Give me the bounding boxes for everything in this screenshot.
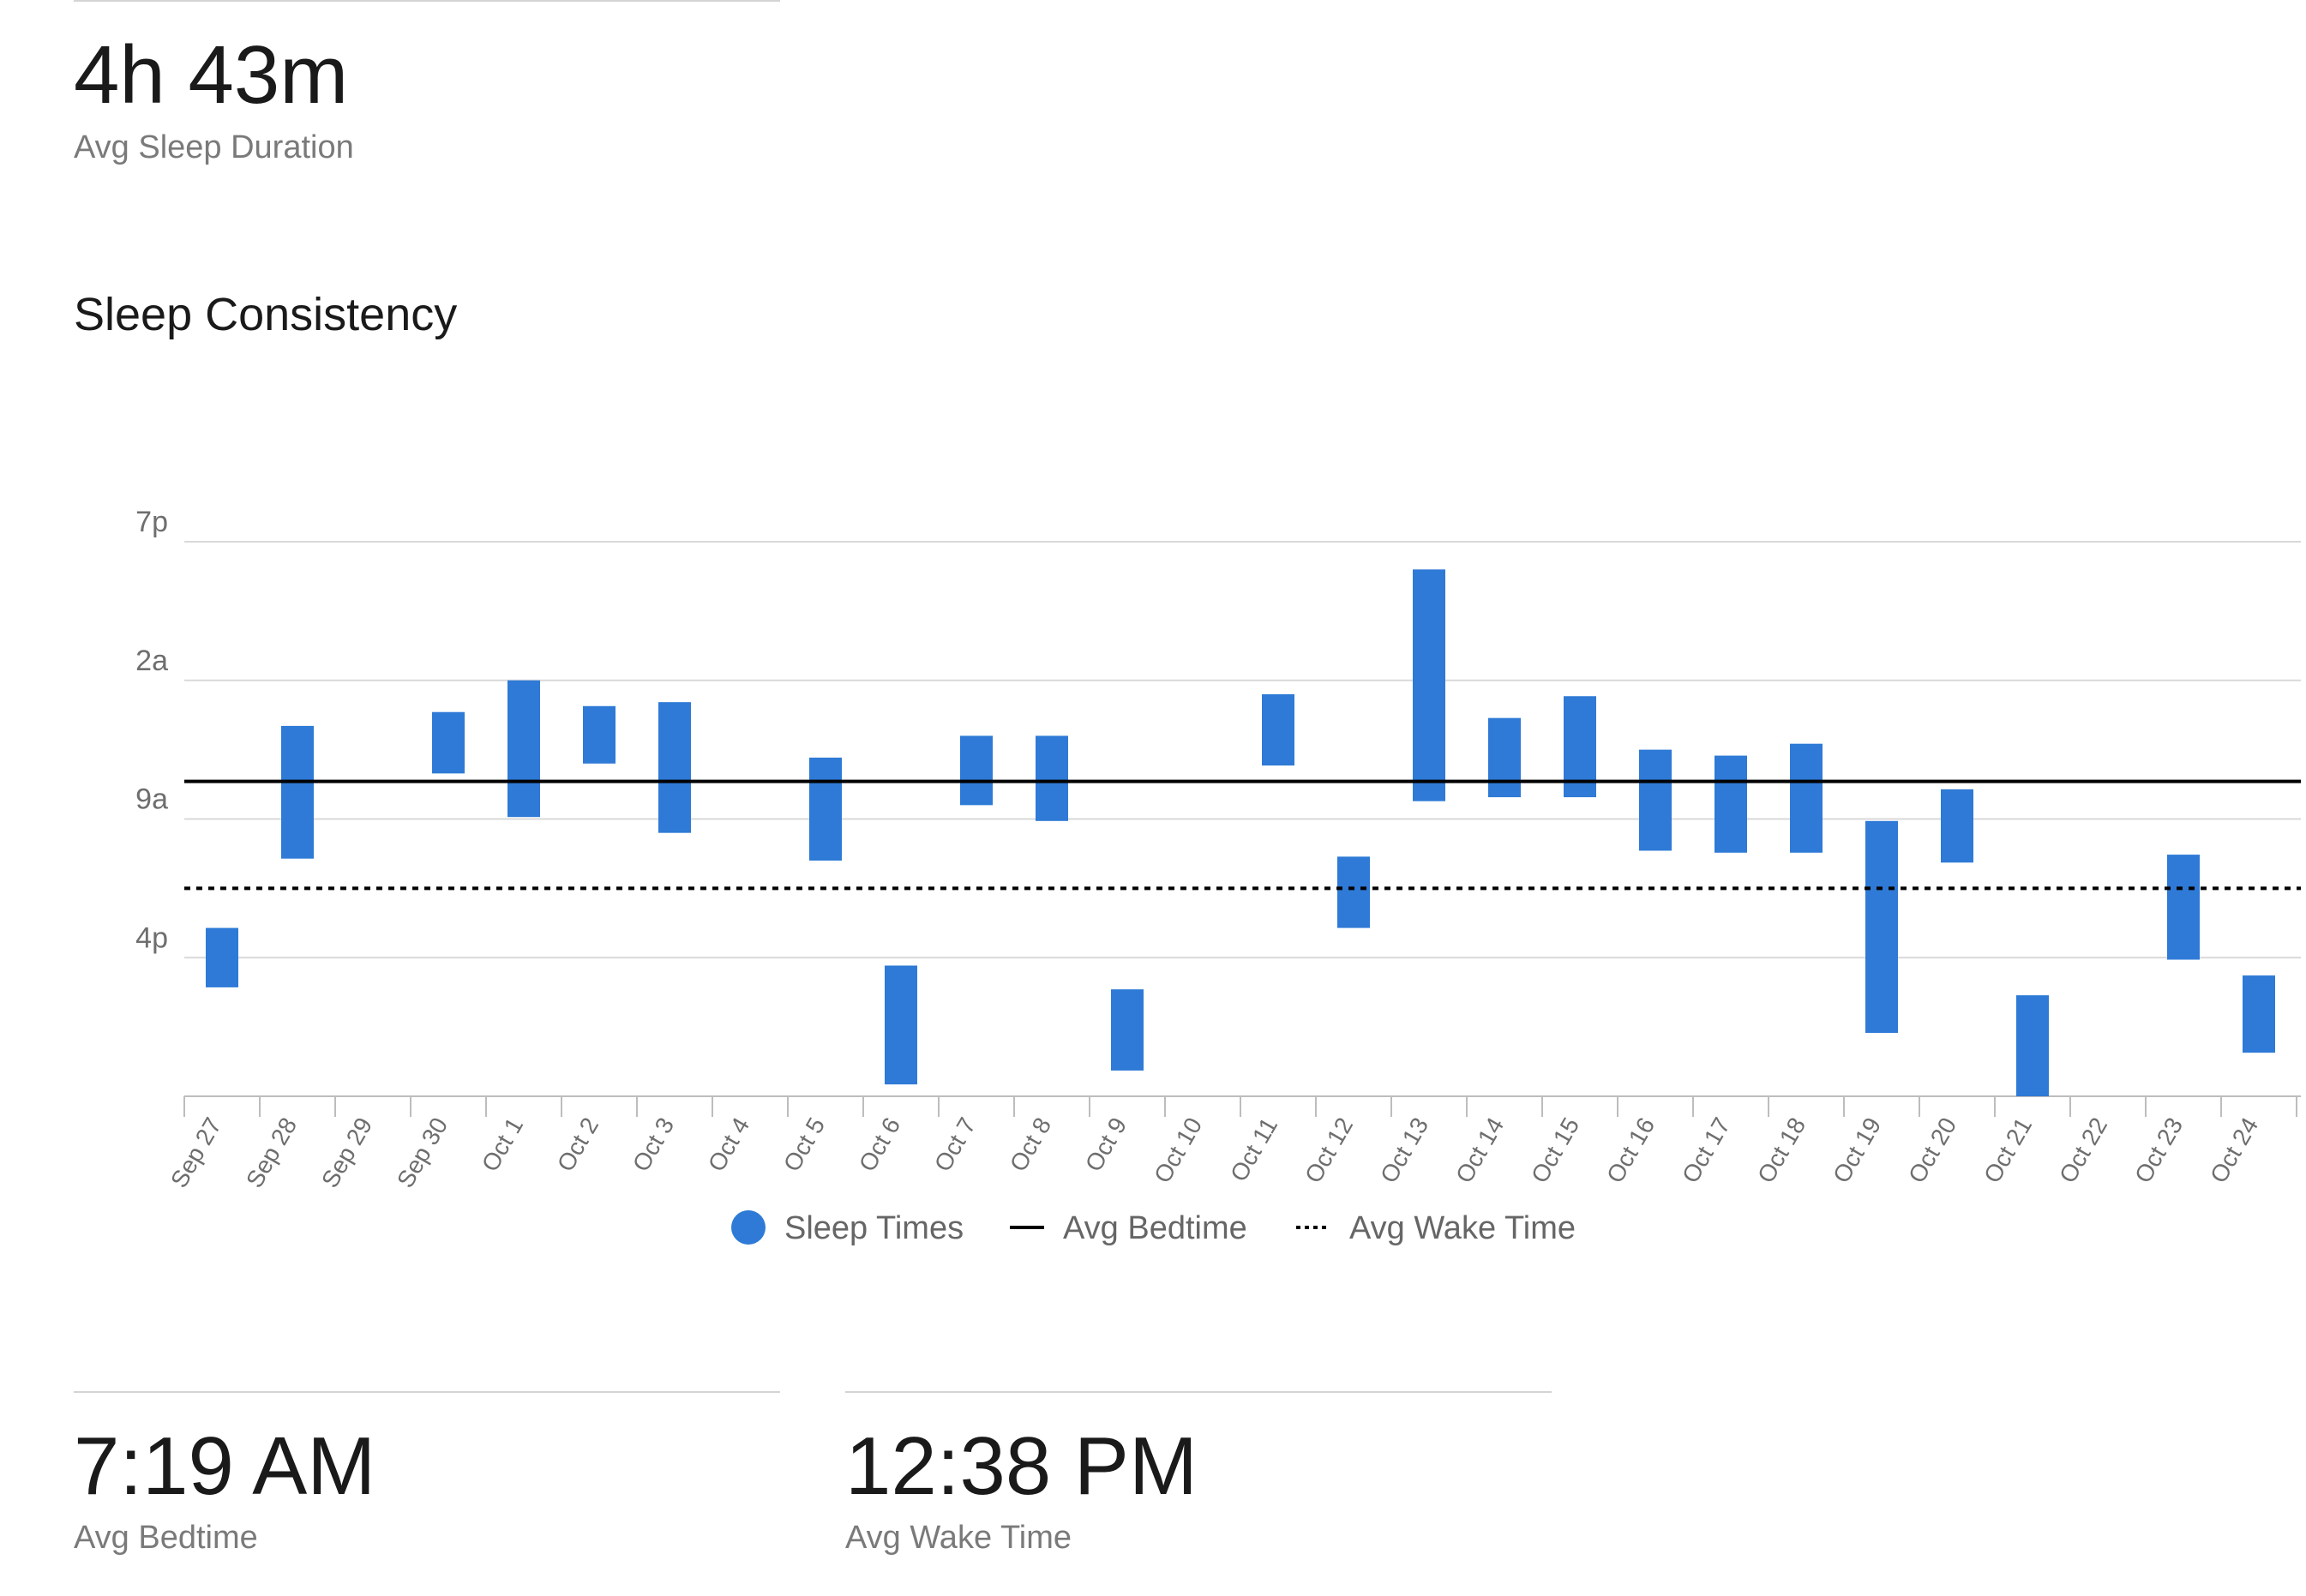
sleep-bar <box>583 705 616 764</box>
x-tick-label: Oct 6 <box>854 1113 905 1176</box>
sleep-bar <box>1413 569 1445 801</box>
x-tick-label: Oct 8 <box>1005 1113 1056 1176</box>
sleep-bar <box>1639 749 1672 851</box>
avg-bedtime-label: Avg Bedtime <box>74 1520 258 1556</box>
legend-sleep-times-label: Sleep Times <box>784 1210 964 1246</box>
card-divider <box>74 1391 780 1393</box>
chart-title: Sleep Consistency <box>74 289 458 340</box>
x-tick-label: Oct 10 <box>1149 1113 1207 1188</box>
sleep-bar <box>281 725 314 859</box>
legend-avg-wake-time-label: Avg Wake Time <box>1349 1210 1576 1246</box>
sleep-bar <box>2016 995 2049 1096</box>
x-tick-label: Oct 1 <box>477 1113 528 1176</box>
sleep-bar <box>960 735 993 806</box>
x-tick-label: Oct 23 <box>2129 1113 2188 1188</box>
sleep-bar <box>432 711 465 774</box>
avg-wake-time-value: 12:38 PM <box>845 1420 1198 1512</box>
x-tick-label: Oct 2 <box>552 1113 604 1176</box>
x-tick-label: Oct 4 <box>703 1113 754 1176</box>
sleep-bar <box>206 927 238 987</box>
x-tick-label: Oct 12 <box>1300 1113 1358 1188</box>
sleep-bar <box>1337 856 1370 928</box>
x-tick-label: Sep 28 <box>241 1113 302 1192</box>
sleep-bar <box>2243 975 2275 1053</box>
avg-sleep-duration-value: 4h 43m <box>74 29 349 121</box>
x-tick-label: Oct 19 <box>1828 1113 1886 1188</box>
x-tick-label: Oct 21 <box>1979 1113 2037 1188</box>
sleep-bar <box>507 680 540 818</box>
avg-bedtime-value: 7:19 AM <box>74 1420 376 1512</box>
x-tick-label: Oct 15 <box>1526 1113 1584 1188</box>
x-tick-label: Sep 30 <box>392 1113 453 1192</box>
x-tick-label: Oct 22 <box>2054 1113 2112 1188</box>
x-tick-label: Oct 13 <box>1375 1113 1433 1188</box>
sleep-bar <box>809 757 842 861</box>
sleep-bar <box>1036 735 1068 821</box>
avg-bedtime-card: 7:19 AM Avg Bedtime <box>74 1391 780 1554</box>
sleep-consistency-chart: 7p 2a 9a 4p Sep 27 Sep 28 Sep 29 Sep 30 Oct 1 Oct… <box>135 506 2301 1246</box>
card-divider <box>74 0 780 2</box>
avg-wake-time-label: Avg Wake Time <box>845 1520 1072 1556</box>
sleep-bar <box>1790 743 1823 853</box>
legend-avg-bedtime-label: Avg Bedtime <box>1063 1210 1247 1246</box>
sleep-bar <box>1488 717 1521 798</box>
x-tick-label: Oct 3 <box>628 1113 679 1176</box>
y-tick-label: 2a <box>135 645 168 677</box>
x-tick-label: Oct 9 <box>1080 1113 1132 1176</box>
x-tick-label: Oct 11 <box>1225 1113 1282 1186</box>
avg-sleep-duration-card: 4h 43m Avg Sleep Duration <box>74 0 780 164</box>
avg-sleep-duration-label: Avg Sleep Duration <box>74 129 354 165</box>
avg-wake-time-card: 12:38 PM Avg Wake Time <box>845 1391 1552 1554</box>
x-tick-label: Sep 29 <box>316 1113 377 1192</box>
y-tick-label: 9a <box>135 783 168 816</box>
sleep-bar <box>1714 755 1747 853</box>
sleep-bar <box>2167 855 2200 960</box>
x-tick-label: Sep 27 <box>165 1113 226 1192</box>
sleep-bar <box>658 702 691 833</box>
x-tick-label: Oct 17 <box>1677 1113 1735 1188</box>
x-tick-label: Oct 18 <box>1752 1113 1811 1188</box>
sleep-bar <box>1262 693 1294 766</box>
x-tick-label: Oct 7 <box>929 1113 981 1176</box>
y-tick-label: 7p <box>135 506 168 538</box>
x-tick-label: Oct 16 <box>1601 1113 1660 1188</box>
sleep-bar <box>1865 820 1898 1034</box>
card-divider <box>845 1391 1552 1393</box>
x-tick-label: Oct 5 <box>778 1113 830 1176</box>
x-tick-label: Oct 24 <box>2205 1113 2263 1188</box>
sleep-bar <box>885 965 917 1085</box>
sleep-bar <box>1111 989 1144 1071</box>
x-tick-label: Oct 20 <box>1903 1113 1961 1188</box>
y-tick-label: 4p <box>135 921 168 954</box>
sleep-bar <box>1941 789 1973 863</box>
legend-sleep-times-marker <box>731 1210 766 1245</box>
x-tick-label: Oct 14 <box>1450 1113 1509 1188</box>
